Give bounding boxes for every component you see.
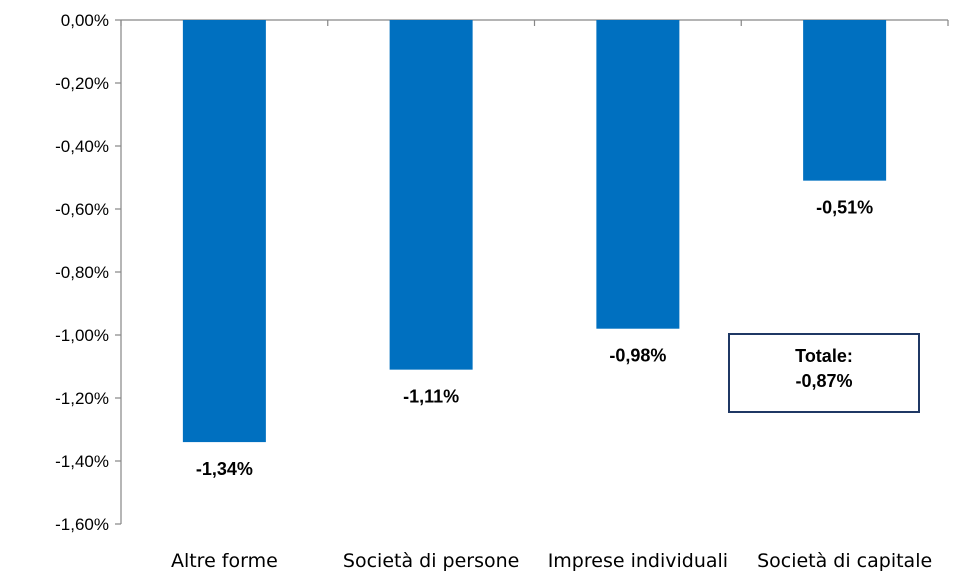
bar-value-label: -0,51% (816, 198, 873, 218)
total-annotation: Totale: -0,87% (728, 333, 920, 413)
data-labels: -1,34% -1,11% -0,98% -0,51% (196, 198, 873, 479)
y-tick-label: -1,00% (55, 326, 109, 345)
category-label: Società di persone (343, 550, 519, 572)
total-annotation-value: -0,87% (795, 371, 852, 391)
bar-value-label: -1,34% (196, 459, 253, 479)
bar (596, 20, 680, 329)
category-label: Imprese individuali (548, 550, 728, 572)
bars (182, 20, 887, 443)
y-tick-label: -0,20% (55, 74, 109, 93)
bar (389, 20, 473, 370)
bar-value-label: -1,11% (403, 387, 459, 407)
total-annotation-label: Totale: (795, 346, 853, 366)
y-tick-label: -1,60% (55, 515, 109, 534)
y-axis: 0,00% -0,20% -0,40% -0,60% -0,80% -1,00% -1,20… (55, 11, 122, 534)
category-label: Altre forme (171, 550, 278, 572)
y-tick-label: 0,00% (61, 11, 109, 30)
category-label: Società di capitale (757, 550, 932, 572)
bar (803, 20, 887, 181)
y-tick-label: -0,40% (55, 137, 109, 156)
total-annotation-box (728, 333, 920, 413)
bar-value-label: -0,98% (609, 346, 666, 366)
y-tick-label: -0,60% (55, 200, 109, 219)
category-labels: Altre forme Società di persone Imprese ind… (171, 550, 932, 572)
y-tick-label: -0,80% (55, 263, 109, 282)
y-tick-label: -1,40% (55, 452, 109, 471)
y-tick-label: -1,20% (55, 389, 109, 408)
bar (182, 20, 266, 443)
